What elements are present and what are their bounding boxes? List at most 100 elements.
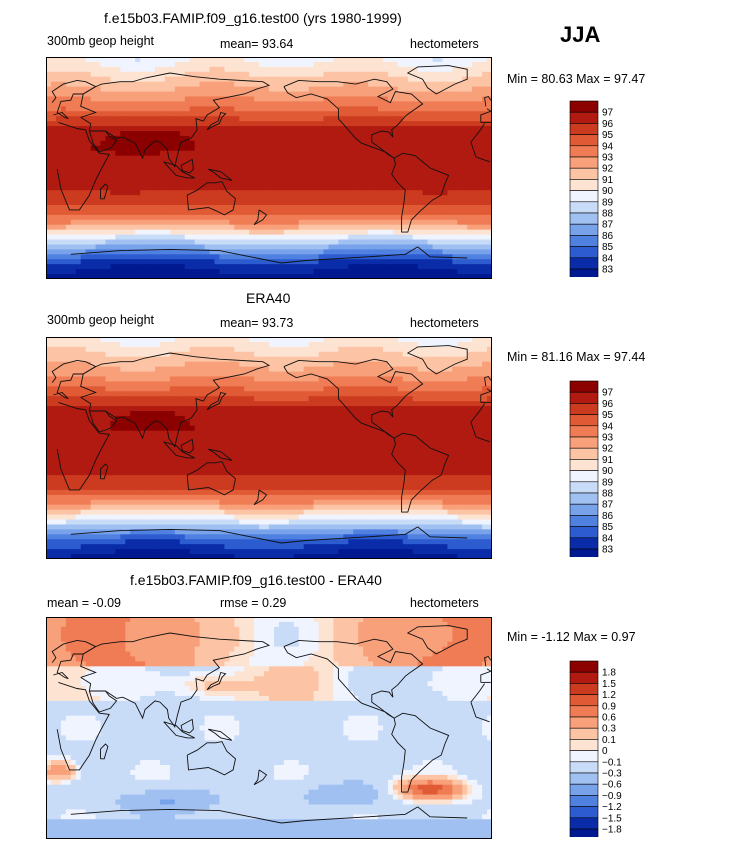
field-cell [259, 101, 265, 107]
field-cell [164, 361, 171, 368]
field-cell [120, 239, 126, 246]
field-cell [343, 244, 349, 250]
field-cell [229, 135, 235, 142]
field-cell [343, 195, 349, 201]
field-cell [145, 234, 151, 241]
field-cell [60, 76, 67, 83]
field-cell [397, 76, 404, 83]
field-cell [224, 239, 230, 246]
field-cell [174, 116, 181, 122]
field-cell [140, 96, 146, 102]
field-cell [293, 180, 300, 186]
field-cell [155, 274, 161, 279]
field-cell [145, 165, 151, 172]
field-cell [293, 155, 300, 162]
field-cell [120, 66, 126, 73]
field-cell [120, 337, 126, 343]
field-cell [487, 76, 492, 83]
field-cell [174, 361, 181, 368]
field-cell [204, 244, 211, 250]
field-cell [472, 229, 478, 236]
field-cell [259, 371, 265, 378]
field-cell [244, 366, 250, 373]
field-cell [164, 140, 171, 147]
field-cell [46, 200, 52, 206]
field-cell [239, 356, 245, 363]
field-cell [125, 185, 131, 191]
field-cell [80, 106, 87, 112]
field-cell [204, 249, 211, 255]
field-cell [110, 234, 116, 241]
field-cell [333, 91, 339, 98]
field-cell [179, 361, 186, 368]
field-cell [422, 57, 429, 63]
field-cell [150, 205, 156, 211]
field-cell [120, 376, 126, 382]
field-cell [308, 244, 315, 250]
field-cell [437, 81, 444, 88]
field-cell [303, 209, 310, 216]
field-cell [239, 264, 245, 270]
field-cell [303, 259, 310, 265]
field-cell [333, 366, 339, 373]
field-cell [288, 195, 295, 201]
field-cell [75, 71, 82, 78]
field-cell [378, 224, 384, 231]
field-cell [169, 224, 176, 231]
field-cell [422, 116, 429, 122]
field-cell [422, 190, 429, 196]
field-cell [159, 61, 166, 68]
field-cell [452, 150, 458, 157]
field-cell [358, 361, 364, 368]
field-cell [55, 126, 62, 132]
field-cell [159, 254, 166, 260]
field-cell [278, 366, 285, 373]
field-cell [333, 249, 339, 255]
field-cell [278, 381, 285, 387]
field-cell [412, 351, 419, 358]
field-cell [135, 229, 141, 236]
field-cell [338, 150, 344, 157]
field-cell [164, 269, 171, 275]
field-cell [244, 371, 250, 378]
field-cell [199, 185, 206, 191]
field-cell [283, 229, 290, 236]
field-cell [313, 254, 320, 260]
field-cell [234, 165, 240, 172]
field-cell [363, 135, 369, 142]
field-cell [244, 111, 250, 117]
field-cell [407, 165, 414, 172]
field-cell [437, 86, 444, 93]
field-cell [239, 185, 245, 191]
field-cell [249, 76, 255, 83]
field-cell [293, 76, 300, 83]
field-cell [159, 381, 166, 387]
field-cell [482, 249, 488, 255]
field-cell [254, 81, 260, 88]
field-cell [283, 269, 290, 275]
field-cell [328, 249, 335, 255]
field-cell [164, 371, 171, 378]
field-cell [110, 121, 116, 127]
field-cell [278, 337, 285, 343]
field-cell [477, 244, 483, 250]
field-cell [125, 254, 131, 260]
field-cell [392, 219, 399, 226]
field-cell [224, 111, 230, 117]
field-cell [387, 150, 394, 157]
field-cell [442, 61, 448, 68]
field-cell [194, 249, 201, 255]
field-cell [467, 145, 473, 152]
field-cell [125, 66, 131, 73]
field-cell [378, 259, 384, 265]
field-cell [397, 140, 404, 147]
field-cell [159, 341, 166, 348]
field-cell [105, 170, 112, 176]
field-cell [214, 341, 221, 348]
field-cell [214, 86, 221, 93]
field-cell [150, 269, 156, 275]
field-cell [95, 131, 102, 137]
field-cell [65, 66, 72, 73]
field-cell [249, 200, 255, 206]
field-cell [437, 229, 444, 236]
